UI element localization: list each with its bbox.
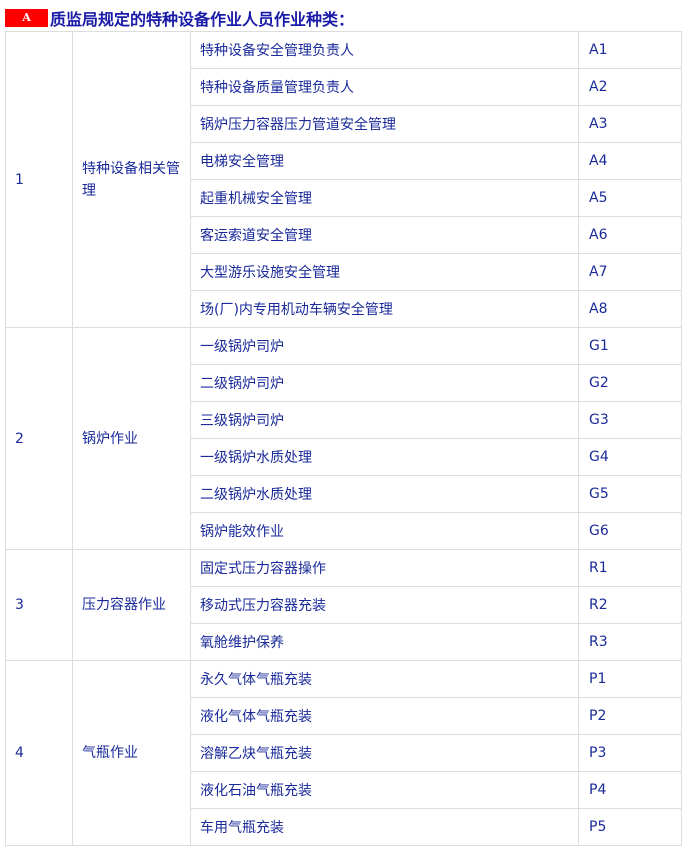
table-row: 氧舱维护保养 R3: [6, 623, 682, 661]
job-name: 溶解乙炔气瓶充装: [190, 734, 579, 772]
job-name: 客运索道安全管理: [190, 216, 579, 254]
title-text: 质监局规定的特种设备作业人员作业种类：: [50, 10, 355, 29]
job-code: G3: [578, 401, 682, 439]
table-row: 1 特种设备相关管理 特种设备安全管理负责人 A1: [5, 31, 682, 328]
section-badge: A: [5, 9, 48, 27]
job-name: 起重机械安全管理: [190, 179, 579, 217]
job-code: P2: [578, 697, 682, 735]
job-code: P5: [578, 808, 682, 846]
job-name: 固定式压力容器操作: [190, 549, 579, 587]
table-row: 液化石油气瓶充装 P4: [6, 771, 682, 809]
group-number: 2: [5, 327, 73, 550]
job-name: 锅炉能效作业: [190, 512, 579, 550]
job-name: 移动式压力容器充装: [190, 586, 579, 624]
job-name: 三级锅炉司炉: [190, 401, 579, 439]
job-name: 场(厂)内专用机动车辆安全管理: [190, 290, 579, 328]
table-row: 场(厂)内专用机动车辆安全管理 A8: [6, 290, 682, 328]
job-name: 锅炉压力容器压力管道安全管理: [190, 105, 579, 143]
job-name: 二级锅炉司炉: [190, 364, 579, 402]
job-code: A8: [578, 290, 682, 328]
group-name: 气瓶作业: [72, 660, 191, 846]
table-row: 二级锅炉水质处理 G5: [6, 475, 682, 513]
job-code: P1: [578, 660, 682, 698]
job-code: P3: [578, 734, 682, 772]
job-name: 电梯安全管理: [190, 142, 579, 180]
table-row: 锅炉能效作业 G6: [6, 512, 682, 550]
table-row: 二级锅炉司炉 G2: [6, 364, 682, 402]
job-name: 永久气体气瓶充装: [190, 660, 579, 698]
job-name: 一级锅炉司炉: [190, 327, 579, 365]
job-name: 特种设备质量管理负责人: [190, 68, 579, 106]
table-row: 客运索道安全管理 A6: [6, 216, 682, 254]
job-code: A4: [578, 142, 682, 180]
table-row: 溶解乙炔气瓶充装 P3: [6, 734, 682, 772]
job-code: A6: [578, 216, 682, 254]
job-code: G2: [578, 364, 682, 402]
job-code: R1: [578, 549, 682, 587]
job-code: G5: [578, 475, 682, 513]
group-name: 锅炉作业: [72, 327, 191, 550]
job-code: A5: [578, 179, 682, 217]
group-name: 压力容器作业: [72, 549, 191, 661]
table-row: 电梯安全管理 A4: [6, 142, 682, 180]
job-name: 大型游乐设施安全管理: [190, 253, 579, 291]
job-code: A7: [578, 253, 682, 291]
job-code: A2: [578, 68, 682, 106]
job-name: 一级锅炉水质处理: [190, 438, 579, 476]
table-row: 移动式压力容器充装 R2: [6, 586, 682, 624]
group-number: 3: [5, 549, 73, 661]
job-code: G1: [578, 327, 682, 365]
group-name: 特种设备相关管理: [72, 31, 191, 328]
table-row: 锅炉压力容器压力管道安全管理 A3: [6, 105, 682, 143]
group-number: 4: [5, 660, 73, 846]
table-row: 液化气体气瓶充装 P2: [6, 697, 682, 735]
job-name: 氧舱维护保养: [190, 623, 579, 661]
job-category-table: 1 特种设备相关管理 特种设备安全管理负责人 A1 特种设备质量管理负责人 A2 锅炉压力容…: [5, 31, 682, 846]
job-code: G6: [578, 512, 682, 550]
job-name: 车用气瓶充装: [190, 808, 579, 846]
job-code: R3: [578, 623, 682, 661]
job-code: G4: [578, 438, 682, 476]
table-row: 三级锅炉司炉 G3: [6, 401, 682, 439]
section-title: A 质监局规定的特种设备作业人员作业种类：: [5, 8, 355, 29]
table-row: 3 压力容器作业 固定式压力容器操作 R1: [5, 549, 682, 661]
table-row: 4 气瓶作业 永久气体气瓶充装 P1: [5, 660, 682, 846]
table-row: 起重机械安全管理 A5: [6, 179, 682, 217]
job-code: A3: [578, 105, 682, 143]
job-code: A1: [578, 31, 682, 69]
table-row: 大型游乐设施安全管理 A7: [6, 253, 682, 291]
job-code: R2: [578, 586, 682, 624]
job-name: 液化气体气瓶充装: [190, 697, 579, 735]
job-name: 二级锅炉水质处理: [190, 475, 579, 513]
job-name: 特种设备安全管理负责人: [190, 31, 579, 69]
job-name: 液化石油气瓶充装: [190, 771, 579, 809]
table-row: 特种设备质量管理负责人 A2: [6, 68, 682, 106]
group-number: 1: [5, 31, 73, 328]
table-row: 2 锅炉作业 一级锅炉司炉 G1: [5, 327, 682, 550]
job-code: P4: [578, 771, 682, 809]
